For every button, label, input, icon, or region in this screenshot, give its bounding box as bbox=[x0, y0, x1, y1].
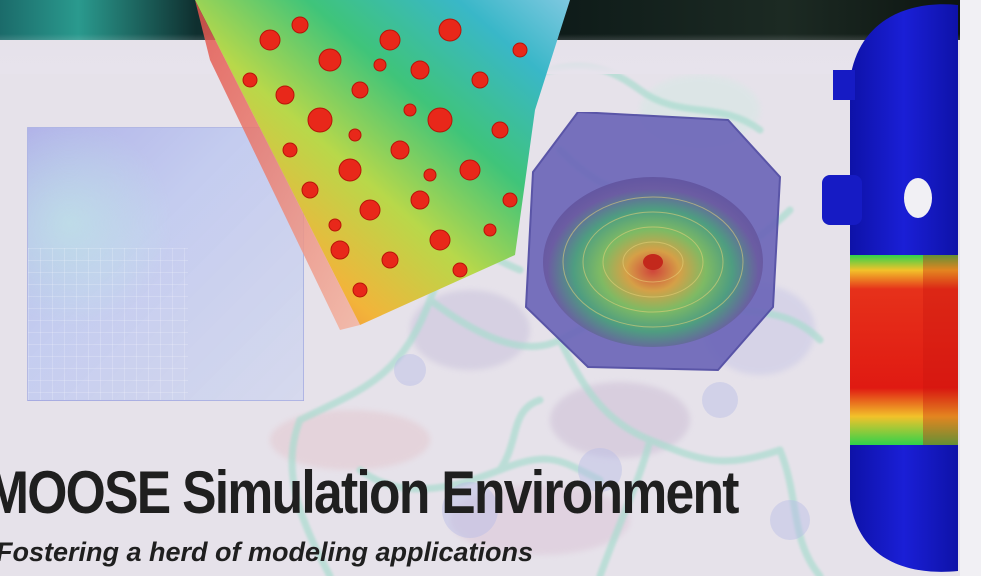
pale-mesh-grid bbox=[28, 248, 188, 400]
poster-title: MOOSE Simulation Environment bbox=[0, 459, 739, 526]
pressure-vessel-simulation-image bbox=[822, 0, 981, 576]
poster-subtitle: Fostering a herd of modeling application… bbox=[0, 537, 534, 567]
porous-block-simulation-image bbox=[195, 0, 570, 330]
pale-mesh-square-image bbox=[27, 127, 304, 401]
octagonal-core-simulation-image bbox=[524, 112, 782, 372]
